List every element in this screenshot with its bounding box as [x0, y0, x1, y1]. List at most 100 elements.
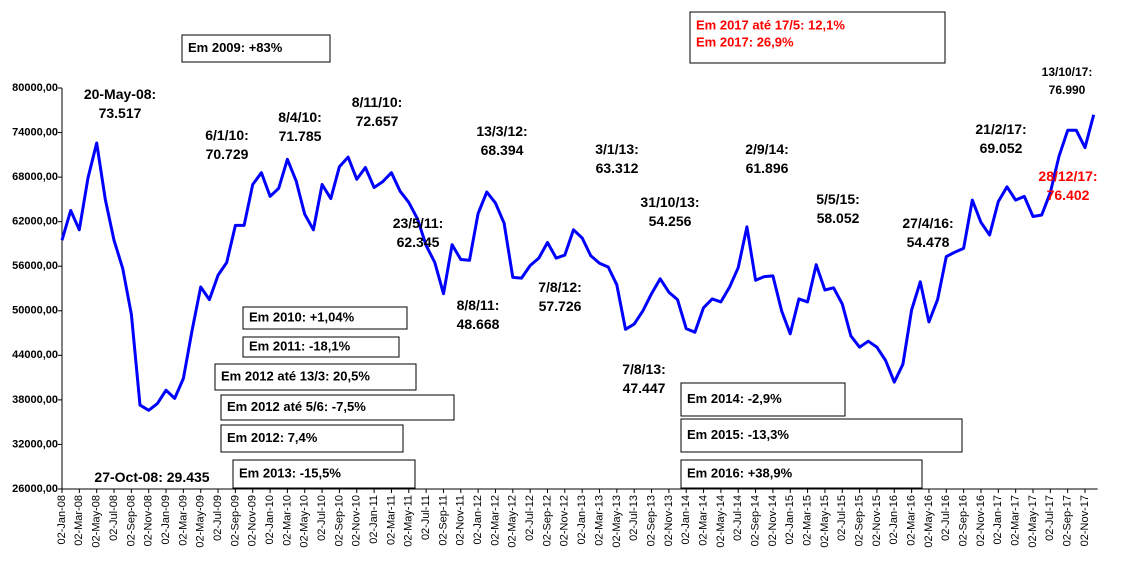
point-label: 7/8/12:: [538, 279, 582, 295]
point-label: 76.402: [1047, 187, 1090, 203]
x-tick-label: 02-May-10: [299, 495, 311, 548]
x-tick-label: 02-Mar-16: [906, 495, 918, 546]
x-tick-label: 02-Jan-17: [992, 495, 1004, 545]
x-tick-label: 02-Sep-15: [853, 495, 865, 546]
point-label: 5/5/15:: [816, 191, 860, 207]
x-tick-label: 02-Jul-14: [732, 495, 744, 541]
point-label: 13/3/12:: [476, 123, 527, 139]
point-label: 31/10/13:: [640, 194, 699, 210]
x-tick-label: 02-Sep-13: [645, 495, 657, 546]
y-tick-label: 56000,00: [12, 260, 58, 272]
point-label: 69.052: [980, 140, 1023, 156]
annotation-text: Em 2010: +1,04%: [249, 309, 355, 324]
x-tick-label: 02-Jan-15: [784, 495, 796, 545]
annotation-text: Em 2009: +83%: [188, 40, 283, 55]
point-label: 23/5/11:: [393, 215, 444, 231]
x-tick-label: 02-May-16: [923, 495, 935, 548]
annotation-text: Em 2012: 7,4%: [227, 430, 318, 445]
y-tick-label: 62000,00: [12, 216, 58, 228]
point-label: 8/4/10:: [278, 109, 322, 125]
x-tick-label: 02-Sep-14: [749, 495, 761, 546]
x-tick-label: 02-Sep-12: [541, 495, 553, 546]
x-tick-label: 02-Mar-15: [801, 495, 813, 546]
x-tick-label: 02-May-08: [91, 495, 103, 548]
point-label: 20-May-08:: [84, 86, 156, 102]
x-tick-label: 02-Jan-09: [160, 495, 172, 545]
point-label: 76.990: [1049, 83, 1086, 97]
point-label: 62.345: [397, 234, 440, 250]
point-label: 54.478: [907, 234, 950, 250]
annotation-box: [680, 382, 846, 417]
x-tick-label: 02-Nov-09: [247, 495, 259, 546]
annotation-text: Em 2017: 26,9%: [696, 34, 794, 49]
point-label: 28/12/17:: [1038, 168, 1097, 184]
x-tick-label: 02-Mar-14: [697, 495, 709, 546]
x-tick-label: 02-May-13: [611, 495, 623, 548]
x-tick-label: 02-Sep-11: [437, 495, 449, 546]
annotation-box: [214, 363, 417, 391]
annotation-text: Em 2011: -18,1%: [249, 338, 351, 353]
x-tick-label: 02-Jul-12: [524, 495, 536, 541]
point-label: 13/10/17:: [1042, 65, 1093, 79]
x-tick-label: 02-Jul-11: [420, 495, 432, 540]
point-label: 21/2/17:: [975, 121, 1026, 137]
x-tick-label: 02-Jan-13: [576, 495, 588, 545]
y-tick-label: 68000,00: [12, 171, 58, 183]
x-tick-label: 02-May-12: [507, 495, 519, 548]
x-tick-label: 02-Mar-17: [1010, 495, 1022, 546]
x-tick-label: 02-Jan-16: [888, 495, 900, 545]
annotation-box: [689, 11, 946, 64]
annotation-text: Em 2013: -15,5%: [239, 465, 341, 480]
x-tick-label: 02-May-14: [715, 495, 727, 548]
y-tick-label: 38000,00: [12, 394, 58, 406]
x-tick-label: 02-Mar-13: [593, 495, 605, 546]
annotation-text: Em 2012 até 5/6: -7,5%: [227, 399, 366, 414]
x-tick-label: 02-Mar-11: [385, 495, 397, 545]
x-tick-label: 02-Jan-08: [56, 495, 68, 545]
x-tick-label: 02-Mar-09: [177, 495, 189, 546]
x-tick-label: 02-May-09: [195, 495, 207, 548]
annotation-text: Em 2014: -2,9%: [687, 391, 782, 406]
x-tick-label: 02-Sep-09: [229, 495, 241, 546]
point-label: 3/1/13:: [595, 141, 639, 157]
annotation-box: [242, 336, 400, 358]
x-tick-label: 02-Sep-10: [333, 495, 345, 546]
x-tick-label: 02-Mar-08: [73, 495, 85, 546]
annotation-box: [220, 424, 404, 453]
point-label: 8/8/11:: [457, 297, 500, 313]
point-label: 7/8/13:: [622, 361, 666, 377]
x-tick-label: 02-Nov-15: [871, 495, 883, 546]
x-tick-label: 02-Jul-16: [940, 495, 952, 541]
x-tick-label: 02-Nov-17: [1079, 495, 1091, 546]
x-tick-label: 02-May-11: [403, 495, 415, 547]
x-tick-label: 02-Mar-12: [489, 495, 501, 546]
x-tick-label: 02-Jul-13: [628, 495, 640, 541]
x-tick-label: 02-Nov-13: [663, 495, 675, 546]
annotation-box: [242, 306, 408, 330]
data-line: [60, 114, 1096, 412]
point-label: 54.256: [649, 213, 692, 229]
annotation-box: [232, 459, 416, 489]
point-label: 8/11/10:: [352, 94, 403, 110]
annotation-text: Em 2012 até 13/3: 20,5%: [221, 368, 370, 383]
x-tick-label: 02-Jul-10: [316, 495, 328, 541]
y-tick-label: 74000,00: [12, 126, 58, 138]
x-tick-label: 02-Mar-10: [281, 495, 293, 546]
x-tick-label: 02-May-17: [1027, 495, 1039, 548]
point-label: 68.394: [481, 142, 524, 158]
annotation-text: Em 2016: +38,9%: [687, 465, 793, 480]
x-tick-label: 02-Sep-17: [1062, 495, 1074, 546]
x-tick-label: 02-Nov-10: [351, 495, 363, 546]
point-label: 72.657: [356, 113, 399, 129]
point-label: 63.312: [596, 160, 639, 176]
annotation-box: [680, 418, 963, 453]
x-tick-label: 02-Nov-08: [143, 495, 155, 546]
x-tick-label: 02-Jul-17: [1044, 495, 1056, 541]
y-tick-label: 26000,00: [12, 483, 58, 495]
annotation-box: [220, 394, 455, 421]
point-label: 27/4/16:: [902, 215, 953, 231]
point-label: 57.726: [539, 298, 582, 314]
y-tick-label: 32000,00: [12, 438, 58, 450]
point-label: 58.052: [817, 210, 860, 226]
